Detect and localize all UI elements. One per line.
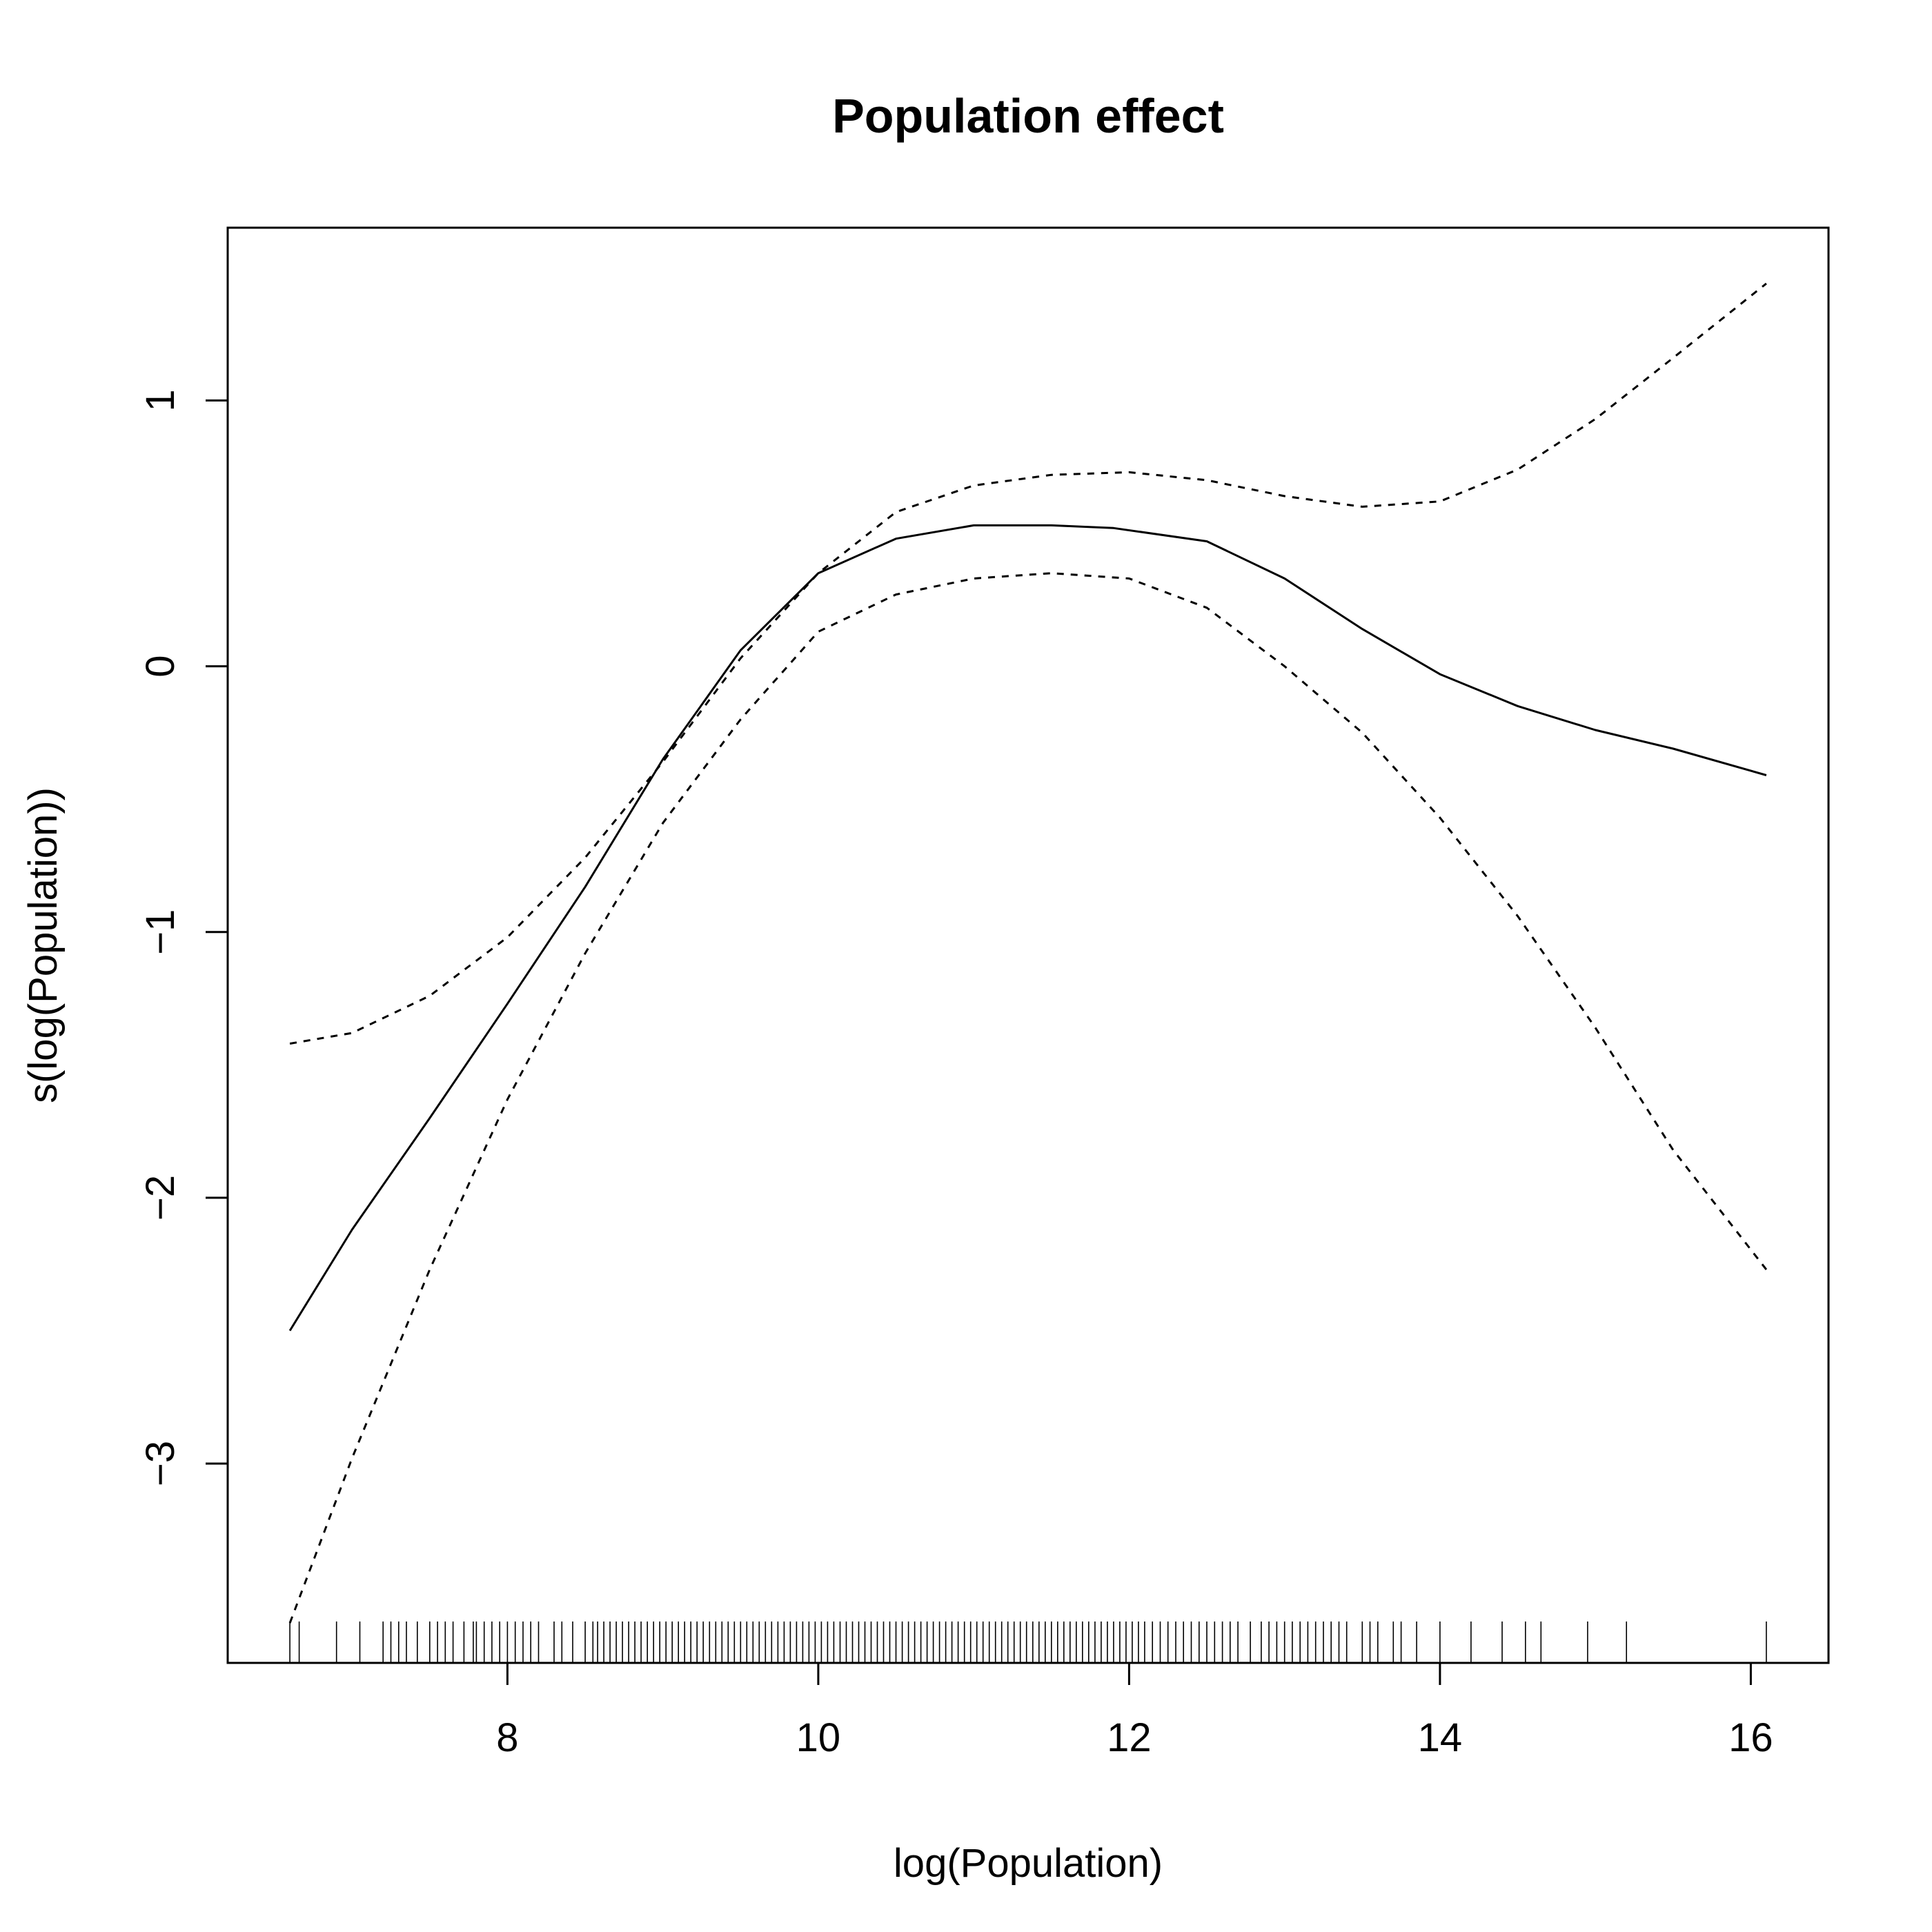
y-tick-label: −3 [138,1441,183,1486]
x-tick-label: 16 [1728,1715,1773,1760]
x-tick-label: 10 [796,1715,841,1760]
x-tick-label: 12 [1107,1715,1152,1760]
series-line-dashed-1 [289,282,1767,1045]
y-axis-label: s(log(Population)) [21,787,66,1103]
y-tick-label: 0 [138,655,183,677]
x-tick-label: 8 [496,1715,518,1760]
series-line-fit [288,524,1767,1332]
rug-marks [289,1621,1767,1663]
y-axis: −3 −2 −1 0 1 [138,389,228,1486]
plot-frame [226,226,1830,1664]
chart-title: Population effect [832,89,1224,143]
x-axis-label: log(Population) [894,1841,1163,1886]
x-axis: 8 10 12 14 16 [496,1663,1773,1760]
x-tick-label: 14 [1418,1715,1463,1760]
y-tick-label: 1 [138,389,183,411]
series-line-dashed-2 [288,572,1768,1624]
series-layer [288,282,1768,1624]
y-tick-label: −1 [138,909,183,955]
y-tick-label: −2 [138,1175,183,1221]
